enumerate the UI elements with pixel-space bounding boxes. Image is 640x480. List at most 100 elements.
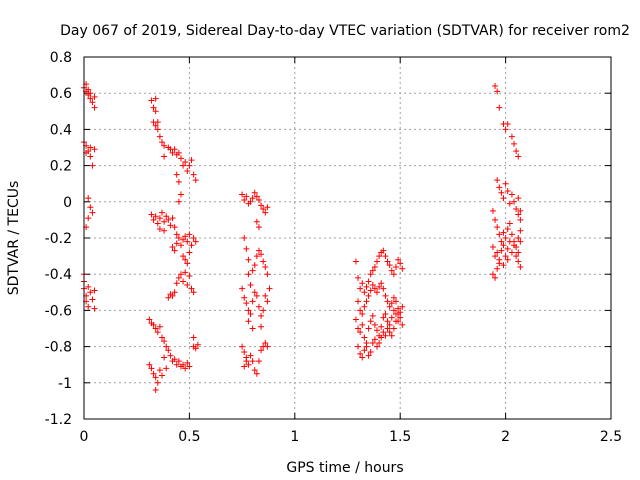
data-point bbox=[253, 370, 260, 377]
data-point bbox=[249, 298, 256, 305]
data-point bbox=[504, 187, 511, 194]
data-point bbox=[388, 314, 395, 321]
data-point bbox=[253, 218, 260, 225]
data-point bbox=[361, 289, 368, 296]
data-point bbox=[382, 253, 389, 260]
data-point bbox=[359, 354, 366, 361]
data-point bbox=[376, 283, 383, 290]
data-point bbox=[378, 280, 385, 287]
data-point bbox=[492, 274, 499, 281]
data-point bbox=[91, 305, 98, 312]
data-point bbox=[154, 329, 161, 336]
data-point bbox=[489, 271, 496, 278]
x-tick-label: 1 bbox=[290, 429, 299, 445]
data-point bbox=[382, 311, 389, 318]
data-point bbox=[260, 258, 267, 265]
data-point bbox=[180, 278, 187, 285]
data-point bbox=[361, 303, 368, 310]
data-point bbox=[243, 245, 250, 252]
data-point bbox=[255, 358, 262, 365]
data-point bbox=[158, 139, 165, 146]
data-point bbox=[494, 177, 501, 184]
data-point bbox=[258, 323, 265, 330]
data-point bbox=[150, 370, 157, 377]
data-point bbox=[152, 387, 159, 394]
data-point bbox=[255, 247, 262, 254]
data-point bbox=[255, 196, 262, 203]
y-tick-label: -0.8 bbox=[45, 340, 72, 356]
data-point bbox=[192, 238, 199, 245]
data-point bbox=[171, 146, 178, 153]
data-point bbox=[399, 265, 406, 272]
data-point bbox=[390, 325, 397, 332]
data-point bbox=[175, 198, 182, 205]
data-point bbox=[87, 204, 94, 211]
data-point bbox=[146, 316, 153, 323]
data-point bbox=[266, 285, 273, 292]
data-point bbox=[243, 193, 250, 200]
y-tick-label: 0.2 bbox=[50, 159, 72, 175]
data-point bbox=[517, 216, 524, 223]
data-point bbox=[515, 258, 522, 265]
data-point bbox=[177, 242, 184, 249]
data-point bbox=[359, 311, 366, 318]
data-point bbox=[87, 95, 94, 102]
data-point bbox=[175, 235, 182, 241]
data-point bbox=[169, 292, 176, 299]
data-point bbox=[500, 262, 507, 269]
data-point bbox=[245, 307, 252, 314]
data-point bbox=[395, 305, 402, 312]
data-point bbox=[508, 231, 515, 238]
data-point bbox=[89, 99, 96, 106]
data-point bbox=[492, 216, 499, 223]
data-point bbox=[253, 193, 260, 200]
data-point bbox=[194, 341, 201, 348]
data-point bbox=[380, 314, 387, 321]
data-point bbox=[515, 211, 522, 218]
data-point bbox=[492, 82, 499, 89]
data-point bbox=[158, 334, 165, 341]
data-point bbox=[161, 142, 168, 149]
data-point bbox=[163, 213, 170, 220]
data-point bbox=[180, 162, 187, 169]
data-point bbox=[494, 224, 501, 231]
data-point bbox=[184, 168, 191, 175]
data-point bbox=[355, 298, 362, 305]
data-point bbox=[352, 316, 359, 323]
data-point bbox=[173, 240, 180, 247]
data-point bbox=[247, 311, 254, 318]
data-point bbox=[395, 311, 402, 318]
data-point bbox=[264, 204, 271, 211]
data-point bbox=[167, 352, 174, 359]
data-point bbox=[89, 162, 96, 169]
data-point bbox=[190, 171, 197, 178]
data-point bbox=[384, 318, 391, 325]
data-point bbox=[504, 120, 511, 127]
data-point bbox=[504, 225, 511, 232]
data-point bbox=[148, 365, 155, 372]
data-point bbox=[386, 303, 393, 310]
data-point bbox=[186, 162, 193, 169]
data-point bbox=[365, 352, 372, 359]
data-point bbox=[89, 209, 96, 216]
data-point bbox=[152, 213, 159, 220]
data-point bbox=[390, 307, 397, 314]
data-point bbox=[365, 278, 372, 285]
data-point bbox=[359, 321, 366, 328]
data-point bbox=[380, 247, 387, 254]
data-point bbox=[182, 269, 189, 276]
data-point bbox=[367, 318, 374, 325]
data-point bbox=[264, 271, 271, 278]
plot-frame bbox=[83, 56, 612, 420]
data-point bbox=[376, 339, 383, 346]
data-point bbox=[180, 236, 187, 243]
data-point bbox=[357, 307, 364, 314]
data-point bbox=[388, 332, 395, 339]
data-point bbox=[508, 191, 515, 198]
data-point bbox=[508, 249, 515, 256]
data-point bbox=[513, 148, 520, 155]
data-point bbox=[241, 235, 248, 241]
data-point bbox=[156, 323, 163, 330]
data-point bbox=[161, 354, 168, 361]
